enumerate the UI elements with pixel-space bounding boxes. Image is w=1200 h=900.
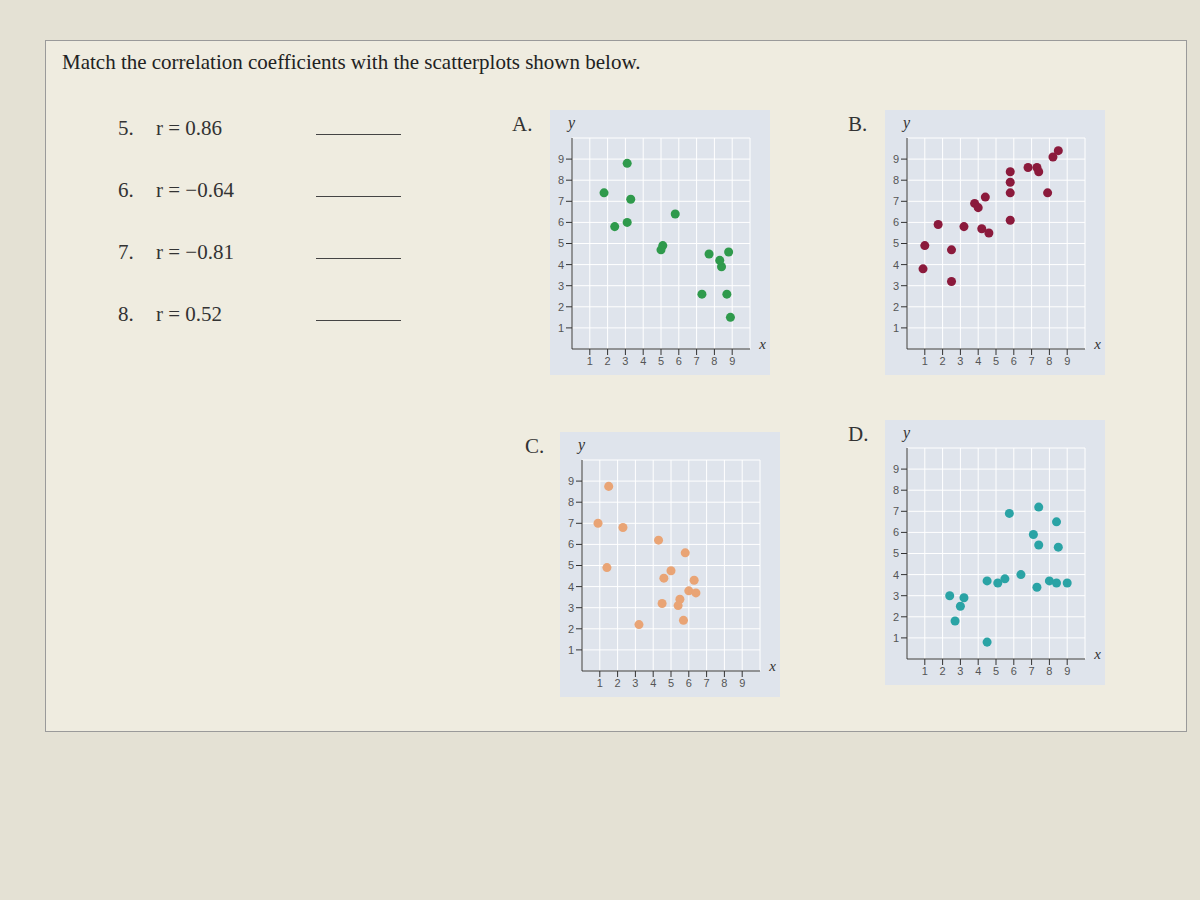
svg-text:5: 5 — [668, 677, 674, 689]
svg-text:9: 9 — [1064, 355, 1070, 367]
svg-text:5: 5 — [893, 547, 899, 559]
svg-text:4: 4 — [975, 355, 981, 367]
svg-text:7: 7 — [893, 505, 899, 517]
svg-text:5: 5 — [893, 237, 899, 249]
svg-text:3: 3 — [558, 280, 564, 292]
svg-text:5: 5 — [658, 355, 664, 367]
svg-text:3: 3 — [893, 280, 899, 292]
html-text:x: x — [769, 658, 776, 674]
svg-text:1: 1 — [893, 322, 899, 334]
html-text:r = 0.52: r = 0.52 — [156, 302, 223, 326]
html-text:8.: 8. — [118, 302, 134, 326]
svg-text:7: 7 — [1029, 355, 1035, 367]
svg-text:8: 8 — [568, 496, 574, 508]
html-text:Match the correlation coeffici: Match the correlation coefficients with … — [62, 50, 641, 74]
html-text:r = −0.64: r = −0.64 — [156, 178, 234, 202]
svg-text:2: 2 — [568, 623, 574, 635]
svg-text:1: 1 — [893, 632, 899, 644]
svg-text:7: 7 — [558, 195, 564, 207]
html-text:x: x — [759, 336, 766, 352]
html-text:7.: 7. — [118, 240, 134, 264]
svg-text:6: 6 — [893, 216, 899, 228]
svg-text:1: 1 — [587, 355, 593, 367]
svg-text:1: 1 — [922, 665, 928, 677]
svg-text:2: 2 — [940, 665, 946, 677]
svg-text:7: 7 — [568, 517, 574, 529]
html-text:A.: A. — [512, 112, 533, 136]
html-text:x: x — [1094, 646, 1101, 662]
svg-text:5: 5 — [993, 665, 999, 677]
svg-text:3: 3 — [893, 590, 899, 602]
svg-text:1: 1 — [922, 355, 928, 367]
svg-text:4: 4 — [893, 259, 899, 271]
svg-text:2: 2 — [893, 301, 899, 313]
svg-text:9: 9 — [729, 355, 735, 367]
svg-text:8: 8 — [1046, 665, 1052, 677]
svg-text:6: 6 — [1011, 355, 1017, 367]
svg-text:3: 3 — [957, 355, 963, 367]
svg-text:2: 2 — [605, 355, 611, 367]
html-text:r = −0.81: r = −0.81 — [156, 240, 234, 264]
html-text:y: y — [578, 436, 586, 453]
svg-text:5: 5 — [568, 559, 574, 571]
svg-text:8: 8 — [721, 677, 727, 689]
svg-text:6: 6 — [893, 526, 899, 538]
svg-text:4: 4 — [568, 581, 574, 593]
html-text:B.: B. — [848, 112, 868, 136]
html-text:C.: C. — [525, 434, 545, 458]
svg-text:6: 6 — [686, 677, 692, 689]
svg-text:3: 3 — [622, 355, 628, 367]
html-text:x: x — [1094, 336, 1101, 352]
html-text:D.: D. — [848, 422, 869, 446]
html-text:y: y — [903, 114, 911, 131]
svg-text:2: 2 — [615, 677, 621, 689]
svg-text:1: 1 — [597, 677, 603, 689]
svg-text:3: 3 — [568, 602, 574, 614]
svg-text:9: 9 — [739, 677, 745, 689]
html-text:r = 0.86: r = 0.86 — [156, 116, 223, 140]
svg-text:9: 9 — [893, 153, 899, 165]
svg-text:4: 4 — [640, 355, 646, 367]
svg-text:2: 2 — [893, 611, 899, 623]
svg-text:9: 9 — [1064, 665, 1070, 677]
svg-text:4: 4 — [558, 259, 564, 271]
svg-text:8: 8 — [893, 174, 899, 186]
svg-text:9: 9 — [558, 153, 564, 165]
svg-text:6: 6 — [676, 355, 682, 367]
svg-text:3: 3 — [632, 677, 638, 689]
svg-text:7: 7 — [694, 355, 700, 367]
html-text:y: y — [568, 114, 576, 131]
svg-text:4: 4 — [650, 677, 656, 689]
svg-text:7: 7 — [893, 195, 899, 207]
html-text:y: y — [903, 424, 911, 441]
svg-text:1: 1 — [558, 322, 564, 334]
svg-text:7: 7 — [1029, 665, 1035, 677]
svg-text:5: 5 — [558, 237, 564, 249]
svg-text:6: 6 — [1011, 665, 1017, 677]
svg-text:1: 1 — [568, 644, 574, 656]
svg-text:9: 9 — [893, 463, 899, 475]
svg-text:7: 7 — [704, 677, 710, 689]
svg-text:8: 8 — [1046, 355, 1052, 367]
svg-text:6: 6 — [558, 216, 564, 228]
svg-text:5: 5 — [993, 355, 999, 367]
html-text:6.: 6. — [118, 178, 134, 202]
svg-text:6: 6 — [568, 538, 574, 550]
svg-text:8: 8 — [558, 174, 564, 186]
svg-text:4: 4 — [975, 665, 981, 677]
svg-text:2: 2 — [940, 355, 946, 367]
svg-text:3: 3 — [957, 665, 963, 677]
svg-text:2: 2 — [558, 301, 564, 313]
html-text:5.: 5. — [118, 116, 134, 140]
svg-text:8: 8 — [893, 484, 899, 496]
svg-text:8: 8 — [711, 355, 717, 367]
svg-text:4: 4 — [893, 569, 899, 581]
svg-text:9: 9 — [568, 475, 574, 487]
